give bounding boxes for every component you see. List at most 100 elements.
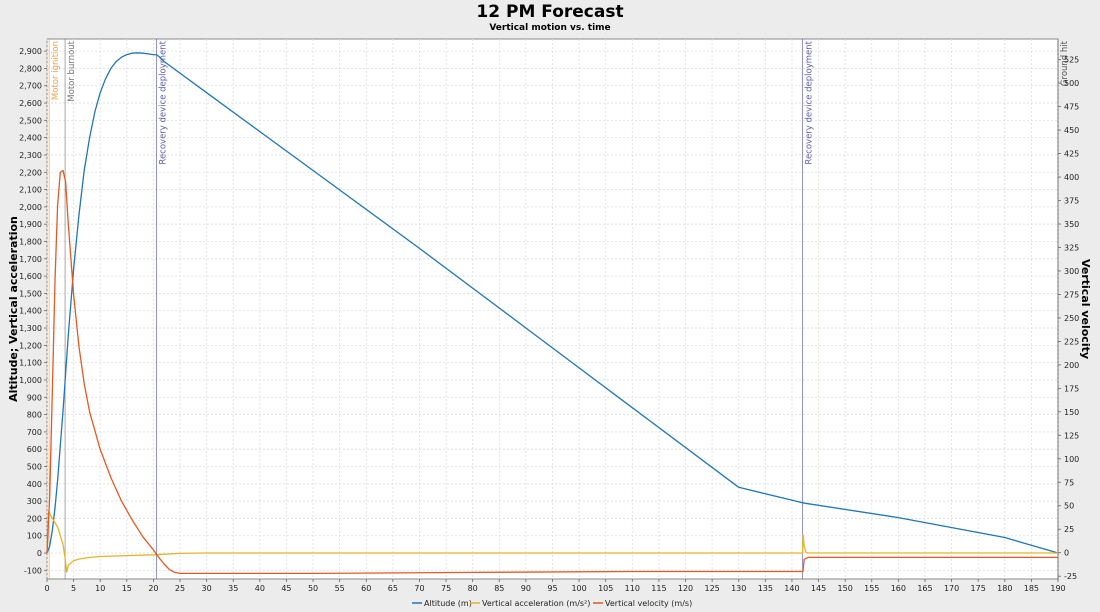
- x-tick-label: 110: [625, 584, 640, 593]
- x-tick-label: 35: [228, 584, 238, 593]
- y-left-tick-label: 2,800: [19, 64, 42, 73]
- y-left-tick-label: 100: [27, 532, 42, 541]
- grid: [46, 39, 1059, 579]
- y-right-tick-label: 400: [1064, 173, 1079, 182]
- x-tick-label: 60: [361, 584, 371, 593]
- x-tick-label: 135: [758, 584, 773, 593]
- y-left-tick-label: 2,700: [19, 82, 42, 91]
- x-tick-label: 100: [571, 584, 586, 593]
- y-left-tick-label: 900: [27, 393, 42, 402]
- event-label: Recovery device deployment: [159, 40, 169, 164]
- y-left-tick-label: 2,500: [19, 116, 42, 125]
- series-line-0: [46, 52, 1059, 554]
- y-right-tick-label: 350: [1064, 220, 1079, 229]
- event-label: Ground hit: [1060, 40, 1070, 86]
- x-tick-label: 130: [731, 584, 746, 593]
- chart-subtitle: Vertical motion vs. time: [489, 23, 611, 33]
- series-line-2: [46, 169, 1058, 575]
- y-right-tick-label: 375: [1064, 197, 1079, 206]
- y-left-tick-label: 400: [27, 480, 42, 489]
- x-tick-label: 65: [388, 584, 398, 593]
- y-right-tick-label: 325: [1064, 243, 1079, 252]
- legend-item-label: Altitude (m): [424, 599, 472, 608]
- y-left-tick-label: 1,200: [19, 341, 42, 350]
- x-tick-label: 105: [598, 584, 613, 593]
- x-tick-label: 180: [997, 584, 1012, 593]
- x-tick-label: 145: [811, 584, 826, 593]
- series-lines: [46, 52, 1059, 575]
- y-left-tick-label: 1,600: [19, 272, 42, 281]
- x-tick-label: 115: [651, 584, 666, 593]
- y-right-tick-label: -25: [1064, 572, 1077, 581]
- x-tick-label: 20: [148, 584, 158, 593]
- y-left-tick-label: 1,300: [19, 324, 42, 333]
- x-tick-label: 155: [864, 584, 879, 593]
- event-label: Recovery device deployment: [805, 40, 815, 164]
- y-left-tick-label: 500: [27, 463, 42, 472]
- y-left-tick-label: 1,000: [19, 376, 42, 385]
- x-tick-label: 5: [71, 584, 76, 593]
- y-right-tick-label: 525: [1064, 56, 1079, 65]
- y-left-tick-label: 2,600: [19, 99, 42, 108]
- y-left-tick-label: 2,400: [19, 134, 42, 143]
- chart-title: 12 PM Forecast: [476, 2, 624, 22]
- series-line-1: [46, 510, 1058, 573]
- x-tick-label: 50: [308, 584, 318, 593]
- y-right-tick-label: 200: [1064, 361, 1079, 370]
- y-right-tick-label: 250: [1064, 314, 1079, 323]
- x-tick-label: 165: [917, 584, 932, 593]
- x-tick-label: 175: [971, 584, 986, 593]
- x-tick-label: 15: [122, 584, 132, 593]
- y-right-tick-label: 300: [1064, 267, 1079, 276]
- x-tick-label: 25: [175, 584, 185, 593]
- y-left-tick-label: -100: [24, 566, 42, 575]
- x-tick-label: 70: [414, 584, 424, 593]
- y-right-tick-label: 175: [1064, 384, 1079, 393]
- x-tick-label: 120: [678, 584, 693, 593]
- x-tick-label: 150: [838, 584, 853, 593]
- y-left-tick-label: 1,400: [19, 307, 42, 316]
- y-left-tick-label: 2,100: [19, 186, 42, 195]
- y-left-tick-label: 600: [27, 445, 42, 454]
- y-left-tick-label: 200: [27, 514, 42, 523]
- y-left-tick-label: 1,800: [19, 238, 42, 247]
- y-right-tick-label: 50: [1064, 502, 1074, 511]
- y-left-tick-label: 800: [27, 411, 42, 420]
- x-tick-label: 40: [255, 584, 265, 593]
- event-label: Motor ignition: [51, 41, 61, 100]
- y-right-tick-label: 450: [1064, 126, 1079, 135]
- y-right-tick-label: 150: [1064, 408, 1079, 417]
- x-tick-label: 95: [547, 584, 557, 593]
- y-right-tick-label: 225: [1064, 337, 1079, 346]
- x-tick-label: 125: [704, 584, 719, 593]
- y-right-tick-label: 475: [1064, 103, 1079, 112]
- axis-ticks: 0 5 10 15 20 25 30 35 40 45 50 55 60 65 70 75 80 85 90 95 10…: [19, 47, 1079, 593]
- y-left-tick-label: 2,300: [19, 151, 42, 160]
- x-tick-label: 90: [521, 584, 531, 593]
- y-left-tick-label: 300: [27, 497, 42, 506]
- legend: Altitude (m) Vertical acceleration (m/s²)…: [412, 599, 692, 608]
- y-left-tick-label: 1,700: [19, 255, 42, 264]
- x-tick-label: 170: [944, 584, 959, 593]
- legend-item-label: Vertical acceleration (m/s²): [482, 599, 590, 608]
- y-left-tick-label: 700: [27, 428, 42, 437]
- y-left-tick-label: 2,200: [19, 168, 42, 177]
- x-tick-label: 0: [44, 584, 49, 593]
- y-axis-right-title: Vertical velocity: [1079, 259, 1092, 359]
- y-right-tick-label: 0: [1064, 549, 1069, 558]
- y-right-tick-label: 425: [1064, 150, 1079, 159]
- y-left-tick-label: 1,500: [19, 289, 42, 298]
- legend-item-label: Vertical velocity (m/s): [605, 599, 692, 608]
- x-tick-label: 140: [784, 584, 799, 593]
- y-left-tick-label: 1,900: [19, 220, 42, 229]
- x-tick-label: 85: [494, 584, 504, 593]
- y-left-tick-label: 2,000: [19, 203, 42, 212]
- y-left-tick-label: 0: [37, 549, 42, 558]
- y-right-tick-label: 100: [1064, 455, 1079, 464]
- y-right-tick-label: 75: [1064, 478, 1074, 487]
- x-tick-label: 10: [95, 584, 105, 593]
- x-tick-label: 160: [891, 584, 906, 593]
- x-tick-label: 75: [441, 584, 451, 593]
- y-right-tick-label: 275: [1064, 290, 1079, 299]
